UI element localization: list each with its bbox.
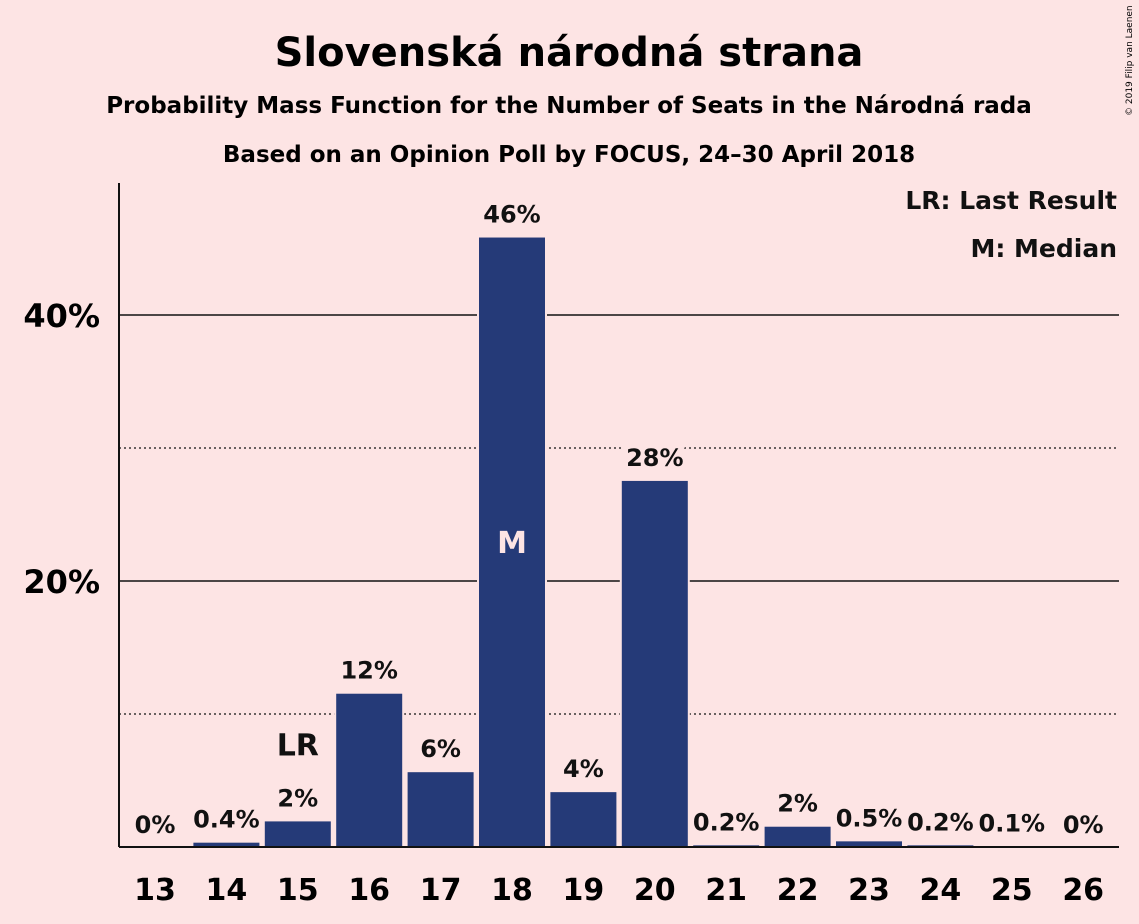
bar [548,790,619,849]
bar [334,691,405,848]
chart-subtitle: Probability Mass Function for the Number… [106,93,1032,119]
data-label: 2% [777,790,818,818]
bar [405,770,476,848]
x-tick-label: 26 [1062,873,1104,908]
chart-title: Slovenská národná strana [275,30,864,76]
bar [262,819,333,849]
chart-subtitle-poll: Based on an Opinion Poll by FOCUS, 24–30… [223,142,915,168]
x-tick-label: 21 [705,873,747,908]
gridlines [119,314,1119,715]
x-tick-label: 23 [848,873,890,908]
axes: 20% 40% 13 14 15 16 17 18 19 20 21 22 23 24 25 26 [23,183,1119,908]
data-labels: 0% 0.4%2%12%6%46%4%28%0.2%2%0.5% 0.2% 0.1% 0… [130,196,1109,844]
data-label: 0.5% [836,804,903,832]
x-tick-label: 16 [348,873,390,908]
x-tick-label: 20 [634,873,676,908]
x-tick-label: 22 [777,873,819,908]
legend-entry: M: Median [970,234,1117,263]
legend-entry: LR: Last Result [905,186,1117,215]
data-label: 46% [483,201,540,229]
bar [477,235,547,848]
data-label: 0.1% [979,810,1046,838]
bars [191,235,1047,849]
x-tick-label: 15 [277,873,319,908]
median-marker: M [497,526,527,561]
data-label: 4% [563,755,604,783]
x-tick-label: 19 [563,873,605,908]
data-label: 28% [626,444,683,472]
x-tick-label: 24 [920,873,962,908]
x-tick-label: 13 [134,873,176,908]
legend: LR: Last Result M: Median [901,182,1121,267]
y-tick-label: 40% [23,297,100,335]
data-label: 0.4% [193,806,260,834]
data-label: 6% [420,735,461,763]
data-label: 12% [340,657,397,685]
bar [762,824,833,848]
data-label: 0% [135,811,176,839]
x-tick-label: 17 [420,873,462,908]
y-tick-label: 20% [23,563,100,601]
bar [619,478,690,848]
data-label: 0.2% [907,808,974,836]
x-tick-label: 25 [991,873,1033,908]
data-label: 0% [1063,811,1104,839]
data-label: 0.2% [693,808,760,836]
data-label: 2% [277,784,318,812]
copyright-notice: © 2019 Filip van Laenen [1125,5,1135,116]
last-result-marker: LR [277,728,319,763]
x-tick-label: 18 [491,873,533,908]
x-tick-label: 14 [206,873,248,908]
